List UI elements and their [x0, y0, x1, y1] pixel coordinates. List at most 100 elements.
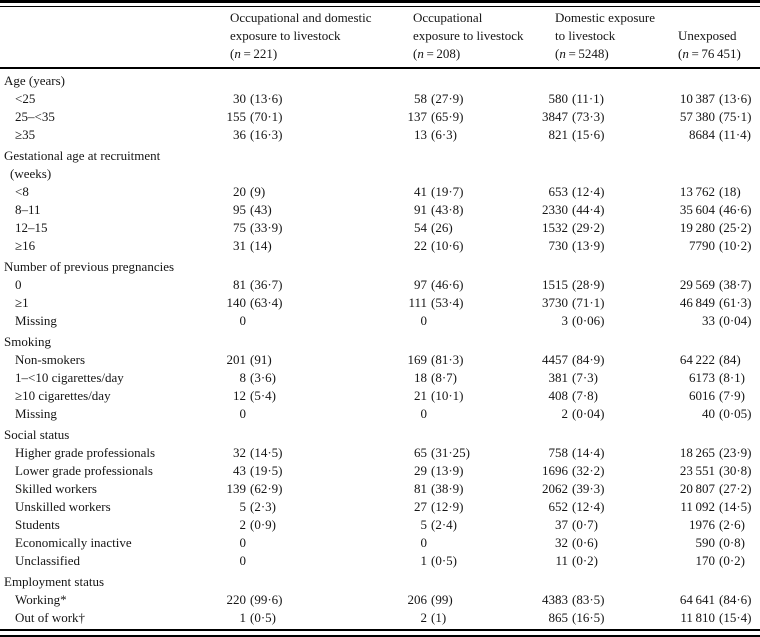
- cell-value: 730 (13·9): [541, 237, 653, 255]
- percent-value: (8·7): [431, 370, 457, 385]
- table-row: Lower grade professionals 43 (19·5) 29 (13·9…: [0, 462, 760, 480]
- percent-value: (13·6): [719, 91, 752, 106]
- cell-value: 201 (91): [222, 351, 406, 369]
- row-label: Non-smokers: [15, 352, 86, 367]
- count-value: 1532: [542, 220, 568, 235]
- data-cell: 3730 (71·1): [541, 294, 653, 312]
- cell-value: 43 (19·5): [222, 462, 406, 480]
- count-value: 46 849: [679, 295, 715, 310]
- count-value: 3730: [542, 295, 568, 310]
- cell-value: 590 (0·8): [653, 534, 760, 552]
- cell-value: 2062 (39·3): [541, 480, 653, 498]
- cell-value: 2 (0·04): [541, 405, 653, 423]
- count-value: 0: [239, 406, 247, 421]
- section-header-row: Age (years): [0, 68, 760, 90]
- data-cell: 865 (16·5): [541, 609, 653, 627]
- cell-value: 170 (0·2): [653, 552, 760, 570]
- table-row: <25 30 (13·6) 58 (27·9) 580 (11·1) 10 387 (13·6): [0, 90, 760, 108]
- data-cell: 2 (1): [406, 609, 541, 627]
- data-cell: 206 (99): [406, 591, 541, 609]
- n-symbol: n: [559, 46, 566, 61]
- count-value: 1696: [542, 463, 568, 478]
- count-value: 1976: [689, 517, 715, 532]
- cell-value: 5 (2·3): [222, 498, 406, 516]
- data-cell: 36 (16·3): [222, 126, 406, 144]
- data-cell: 0: [406, 534, 541, 552]
- percent-value: (61·3): [719, 295, 752, 310]
- percent-value: (43): [250, 202, 272, 217]
- cell-value: 408 (7·8): [541, 387, 653, 405]
- data-cell: 7790 (10·2): [653, 237, 760, 255]
- cell-value: 1515 (28·9): [541, 276, 653, 294]
- data-cell: 30 (13·6): [222, 90, 406, 108]
- percent-value: (84·6): [719, 592, 752, 607]
- percent-value: (28·9): [572, 277, 605, 292]
- cell-value: 0: [222, 312, 406, 330]
- table-row: ≥16 31 (14) 22 (10·6) 730 (13·9) 7790 (10·2): [0, 237, 760, 255]
- cell-value: 6173 (8·1): [653, 369, 760, 387]
- percent-value: (0·05): [719, 406, 752, 421]
- count-value: 0: [420, 406, 428, 421]
- count-value: 29: [414, 463, 427, 478]
- data-cell: 0: [406, 405, 541, 423]
- row-label: ≥16: [15, 238, 36, 253]
- count-value: 20: [233, 184, 246, 199]
- cell-value: 36 (16·3): [222, 126, 406, 144]
- cell-value: 64 222 (84): [653, 351, 760, 369]
- cell-value: 21 (10·1): [406, 387, 541, 405]
- percent-value: (46·6): [719, 202, 752, 217]
- percent-value: (43·8): [431, 202, 464, 217]
- cell-value: 1532 (29·2): [541, 219, 653, 237]
- header-row: Occupational and domestic exposure to li…: [0, 7, 760, 69]
- cell-value: 81 (38·9): [406, 480, 541, 498]
- count-value: 6016: [689, 388, 715, 403]
- cell-value: 32 (0·6): [541, 534, 653, 552]
- data-cell: 1976 (2·6): [653, 516, 760, 534]
- cell-value: 18 265 (23·9): [653, 444, 760, 462]
- percent-value: (0·5): [250, 610, 276, 625]
- count-value: 22: [414, 238, 427, 253]
- percent-value: (7·8): [572, 388, 598, 403]
- cell-value: 19 280 (25·2): [653, 219, 760, 237]
- cell-value: 18 (8·7): [406, 369, 541, 387]
- data-cell: 81 (38·9): [406, 480, 541, 498]
- paren: ): [736, 46, 741, 61]
- percent-value: (6·3): [431, 127, 457, 142]
- percent-value: (7·3): [572, 370, 598, 385]
- count-value: 75: [233, 220, 246, 235]
- count-value: 139: [226, 481, 247, 496]
- table-row: Working* 220 (99·6) 206 (99) 4383 (83·5) 64 641…: [0, 591, 760, 609]
- count-value: 2062: [542, 481, 568, 496]
- count-value: 5: [420, 517, 428, 532]
- percent-value: (53·4): [431, 295, 464, 310]
- cell-value: 3847 (73·3): [541, 108, 653, 126]
- percent-value: (14·5): [250, 445, 283, 460]
- percent-value: (27·2): [719, 481, 752, 496]
- data-cell: 64 641 (84·6): [653, 591, 760, 609]
- data-cell: 32 (14·5): [222, 444, 406, 462]
- data-cell: 58 (27·9): [406, 90, 541, 108]
- data-cell: 11 092 (14·5): [653, 498, 760, 516]
- cell-value: 97 (46·6): [406, 276, 541, 294]
- percent-value: (84·9): [572, 352, 605, 367]
- cell-value: 7790 (10·2): [653, 237, 760, 255]
- data-cell: 140 (63·4): [222, 294, 406, 312]
- data-cell: 0: [406, 312, 541, 330]
- data-cell: 97 (46·6): [406, 276, 541, 294]
- count-value: 4457: [542, 352, 568, 367]
- percent-value: (32·2): [572, 463, 605, 478]
- count-value: 29 569: [679, 277, 715, 292]
- column-sample-size: (n = 221): [230, 45, 406, 63]
- data-cell: 21 (10·1): [406, 387, 541, 405]
- data-cell: 201 (91): [222, 351, 406, 369]
- data-cell: 653 (12·4): [541, 183, 653, 201]
- percent-value: (65·9): [431, 109, 464, 124]
- count-value: 32: [555, 535, 568, 550]
- data-cell: 758 (14·4): [541, 444, 653, 462]
- percent-value: (23·9): [719, 445, 752, 460]
- percent-value: (15·6): [572, 127, 605, 142]
- count-value: 2330: [542, 202, 568, 217]
- table-row: ≥10 cigarettes/day 12 (5·4) 21 (10·1) 408 (7·8…: [0, 387, 760, 405]
- data-cell: 12 (5·4): [222, 387, 406, 405]
- column-header-label: exposure to livestock: [413, 28, 524, 43]
